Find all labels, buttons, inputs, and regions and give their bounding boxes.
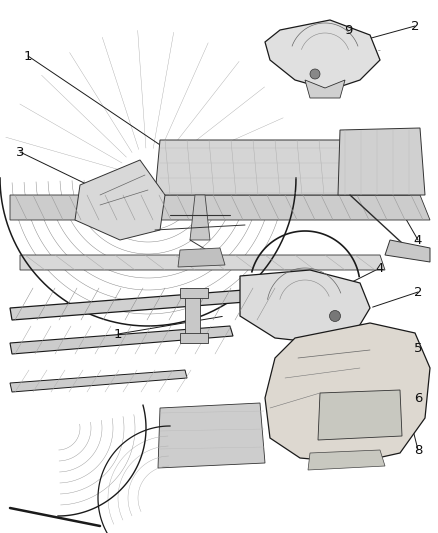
Polygon shape [75, 160, 165, 240]
Text: 9: 9 [344, 23, 352, 36]
Polygon shape [20, 255, 385, 270]
Polygon shape [305, 80, 345, 98]
Polygon shape [10, 195, 430, 220]
Polygon shape [178, 248, 225, 267]
Polygon shape [338, 128, 425, 195]
Text: 4: 4 [376, 262, 384, 274]
Circle shape [329, 311, 340, 321]
Text: 5: 5 [414, 342, 422, 354]
Polygon shape [265, 323, 430, 463]
Polygon shape [155, 140, 410, 195]
Polygon shape [308, 450, 385, 470]
Text: 8: 8 [414, 443, 422, 456]
Polygon shape [190, 195, 210, 240]
Text: 6: 6 [414, 392, 422, 405]
Circle shape [310, 69, 320, 79]
Polygon shape [158, 403, 265, 468]
Polygon shape [185, 292, 200, 340]
Polygon shape [10, 326, 233, 354]
Polygon shape [10, 370, 187, 392]
Text: 2: 2 [411, 20, 419, 33]
Polygon shape [180, 288, 208, 298]
Polygon shape [240, 270, 370, 343]
Polygon shape [180, 333, 208, 343]
Text: 3: 3 [16, 146, 24, 158]
Polygon shape [265, 20, 380, 90]
Polygon shape [318, 390, 402, 440]
Polygon shape [10, 288, 272, 320]
Text: 1: 1 [24, 50, 32, 62]
Polygon shape [385, 240, 430, 262]
Text: 1: 1 [114, 327, 122, 341]
Text: 4: 4 [414, 233, 422, 246]
Text: 2: 2 [414, 286, 422, 298]
